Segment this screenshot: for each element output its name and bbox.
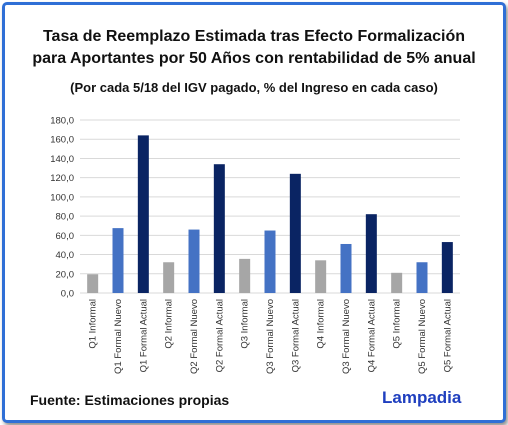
bar [391,272,403,293]
x-tick-label: Q3 Formal Nuevo [265,299,276,374]
y-tick-label: 160,0 [50,135,74,146]
x-tick-label: Q1 Informal [88,299,99,349]
x-tick-label: Q5 Formal Nuevo [417,299,428,374]
y-tick-label: 120,0 [50,173,74,184]
chart-title-line-2: para Aportantes por 50 Años con rentabil… [32,50,476,67]
y-tick-label: 40,0 [56,250,75,261]
y-tick-label: 0,0 [61,289,74,300]
y-tick-label: 60,0 [56,231,75,242]
bar [87,274,99,293]
x-tick-label: Q3 Formal Nuevo [341,299,352,374]
x-tick-label: Q2 Formal Actual [214,299,225,372]
bar [340,243,352,293]
chart-subtitle: (Por cada 5/18 del IGV pagado, % del Ing… [70,80,438,95]
source-note: Fuente: Estimaciones propias [30,392,230,408]
x-tick-label: Q5 Informal [392,299,403,349]
bar [213,164,225,293]
bar [137,135,149,293]
bar [315,260,327,293]
x-tick-label: Q5 Formal Actual [442,299,453,372]
y-tick-label: 20,0 [56,269,75,280]
y-tick-label: 140,0 [50,154,74,165]
chart-title-line-1: Tasa de Reemplazo Estimada tras Efecto F… [42,28,466,45]
x-tick-label: Q4 Formal Actual [366,299,377,372]
bar [289,173,301,293]
y-tick-label: 80,0 [56,212,75,223]
x-tick-label: Q3 Formal Actual [290,299,301,372]
bar [264,230,276,293]
x-tick-label: Q1 Formal Nuevo [113,299,124,374]
x-tick-label: Q1 Formal Actual [138,299,149,372]
x-tick-label: Q3 Informal [240,299,251,349]
bar [365,214,377,293]
y-tick-label: 180,0 [50,116,74,127]
bar [416,262,428,293]
x-tick-label: Q4 Informal [316,299,327,349]
bar [163,262,175,293]
bar [188,229,200,293]
y-tick-label: 100,0 [50,192,74,203]
bar [112,228,124,293]
bar [239,258,251,293]
brand-logo-text: Lampadia [382,388,462,407]
x-tick-label: Q2 Formal Nuevo [189,299,200,374]
bar [441,242,453,293]
x-tick-label: Q2 Informal [164,299,175,349]
